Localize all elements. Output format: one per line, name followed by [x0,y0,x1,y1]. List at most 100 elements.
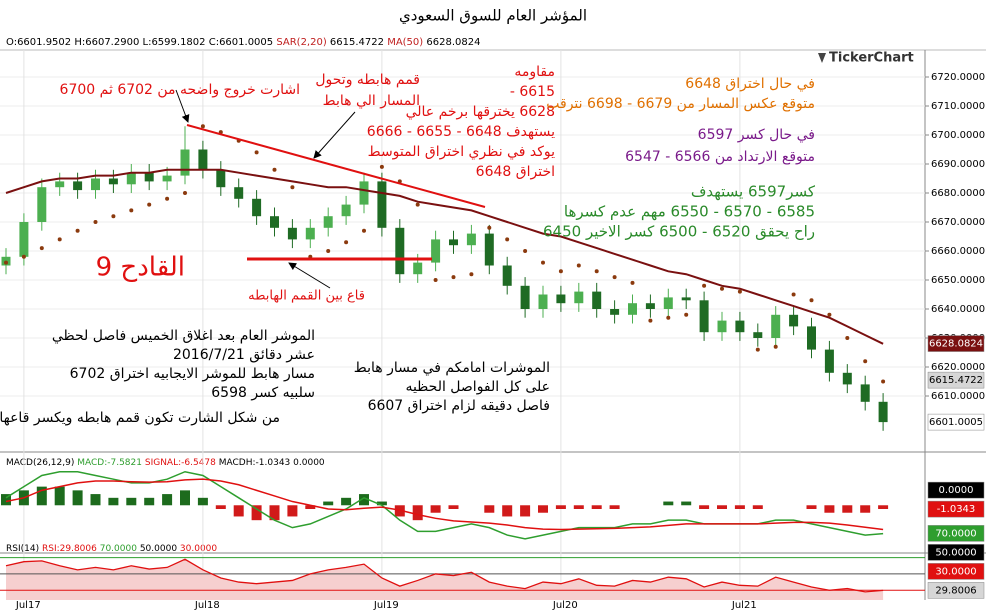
annotation: مقاومه [514,64,555,80]
sar-dot [326,249,331,254]
sar-dot [594,269,599,274]
info: O:6601.9502 [6,37,71,48]
sar-dot [433,278,438,283]
sar-dot [505,237,510,242]
annotation: قمم هابطه وتحول [315,72,420,88]
macd-histogram-bar [287,505,298,517]
macd-histogram-bar [806,505,817,509]
annotation: يستهدف 6648 - 6655 - 6666 [367,124,555,140]
drawings [175,89,486,289]
macd-histogram-bar [842,505,853,513]
candle-body [449,239,458,246]
candle-body [395,227,405,275]
candle-body [771,314,781,339]
sar-dot [379,164,384,169]
annotation: كسر6597 يستهدف [691,183,816,201]
annotation: في حال كسر 6597 [698,127,815,143]
annotation: الموشر العام بعد اغلاق الخميس فاصل لحظي [52,328,315,344]
macd-histogram-bar [430,505,441,513]
annotation: متوقع الارتداد من 6566 - 6547 [625,149,815,165]
info: 70.0000 [100,544,137,554]
price-tag-label: 0.0000 [939,485,974,496]
candle-body [717,320,727,333]
candle-body [377,181,387,228]
info: L:6599.1802 [143,37,206,48]
macd-histogram-bar [215,505,226,509]
annotation: اشارت خروج واضحه من 6702 ثم 6700 [60,82,300,98]
candle-body [270,216,279,228]
candle-body [91,178,100,191]
macd-info: MACD(26,12,9) MACD:-7.5821 SIGNAL:-6.547… [6,458,325,468]
candle-body [341,204,351,217]
price-tag [927,525,985,542]
candle-body [628,303,637,315]
sar-dot [791,292,796,297]
sar-dot [362,228,366,233]
rsi-line [5,558,884,593]
macd-histogram-bar [860,505,871,513]
sar-dot [4,260,8,265]
info: MACD:-7.5821 [77,458,142,468]
price-tag-label: 6601.0005 [929,417,983,428]
candle-body [323,216,333,228]
macd-histogram-bar [538,505,548,513]
annotation: متوقع عكس المسار من 6679 - 6698 نترقب [546,96,815,112]
macd-histogram-bar [108,497,119,506]
y-tick-label: 6670.0000 [931,217,985,228]
sar-dot [200,124,205,129]
sar-dot [612,275,617,280]
annotation: الموشرات امامكم في مسار هابط [354,360,550,376]
macd-histogram-bar [573,505,584,509]
info: H:6607.2900 [74,37,139,48]
candle-body [287,227,297,240]
sar-dot [254,150,259,155]
macd-histogram-bar [269,505,280,521]
candle-body [556,294,566,304]
candle-body [807,326,816,350]
info-line: O:6601.9502 H:6607.2900 L:6599.1802 C:66… [6,37,480,48]
logo: TickerChart [818,51,914,66]
arrow [175,89,190,123]
sar-dot [75,228,80,233]
info: 50.0000 [140,544,177,554]
info: MACD(26,12,9) [6,458,74,468]
price-tag [927,544,985,561]
annotation: مسار هابط للموشر الايجابيه اختراق 6702 [70,366,315,382]
candle-body [252,198,262,217]
macd-histogram-bar [162,494,173,506]
sar-dot [702,283,707,288]
macd-histogram-bar [484,505,495,513]
sar-dot [451,275,456,280]
sar-dot [881,379,886,384]
sar-dot [57,237,62,242]
info: SAR(2,20) [276,37,326,48]
candle-body [55,181,65,188]
macd-histogram-bar [663,501,674,506]
sar-dot [165,196,170,201]
candle-body [73,181,83,191]
sar-dot [558,269,563,274]
y-tick-label: 6650.0000 [931,275,985,286]
candle-body [216,169,226,188]
logo-text: TickerChart [829,51,914,66]
sar-dot [720,286,724,291]
candle-body [789,314,799,327]
sar-dot [272,167,277,172]
macd-histogram-bar [878,505,889,509]
annotation: قاع بين القمم الهابطه [248,289,365,304]
info: MACDH:-1.0343 [219,458,291,468]
macd-histogram-bar [126,497,137,506]
candle-body [144,172,154,182]
annotation: اختراق 6648 [476,164,555,180]
sar-dot [39,246,44,251]
candle-body [645,303,655,310]
price-tag-label: 29.8006 [935,585,976,596]
candle-body [466,233,476,246]
y-tick-label: 6620.0000 [931,362,985,373]
x-tick-label: Jul18 [194,600,220,611]
info: 0.0000 [293,458,325,468]
macd-histogram-bar [609,505,620,509]
price-tag [927,413,985,431]
trend-line [186,124,486,208]
rsi-info: RSI(14) RSI:29.8006 70.0000 50.0000 30.0… [6,544,217,554]
